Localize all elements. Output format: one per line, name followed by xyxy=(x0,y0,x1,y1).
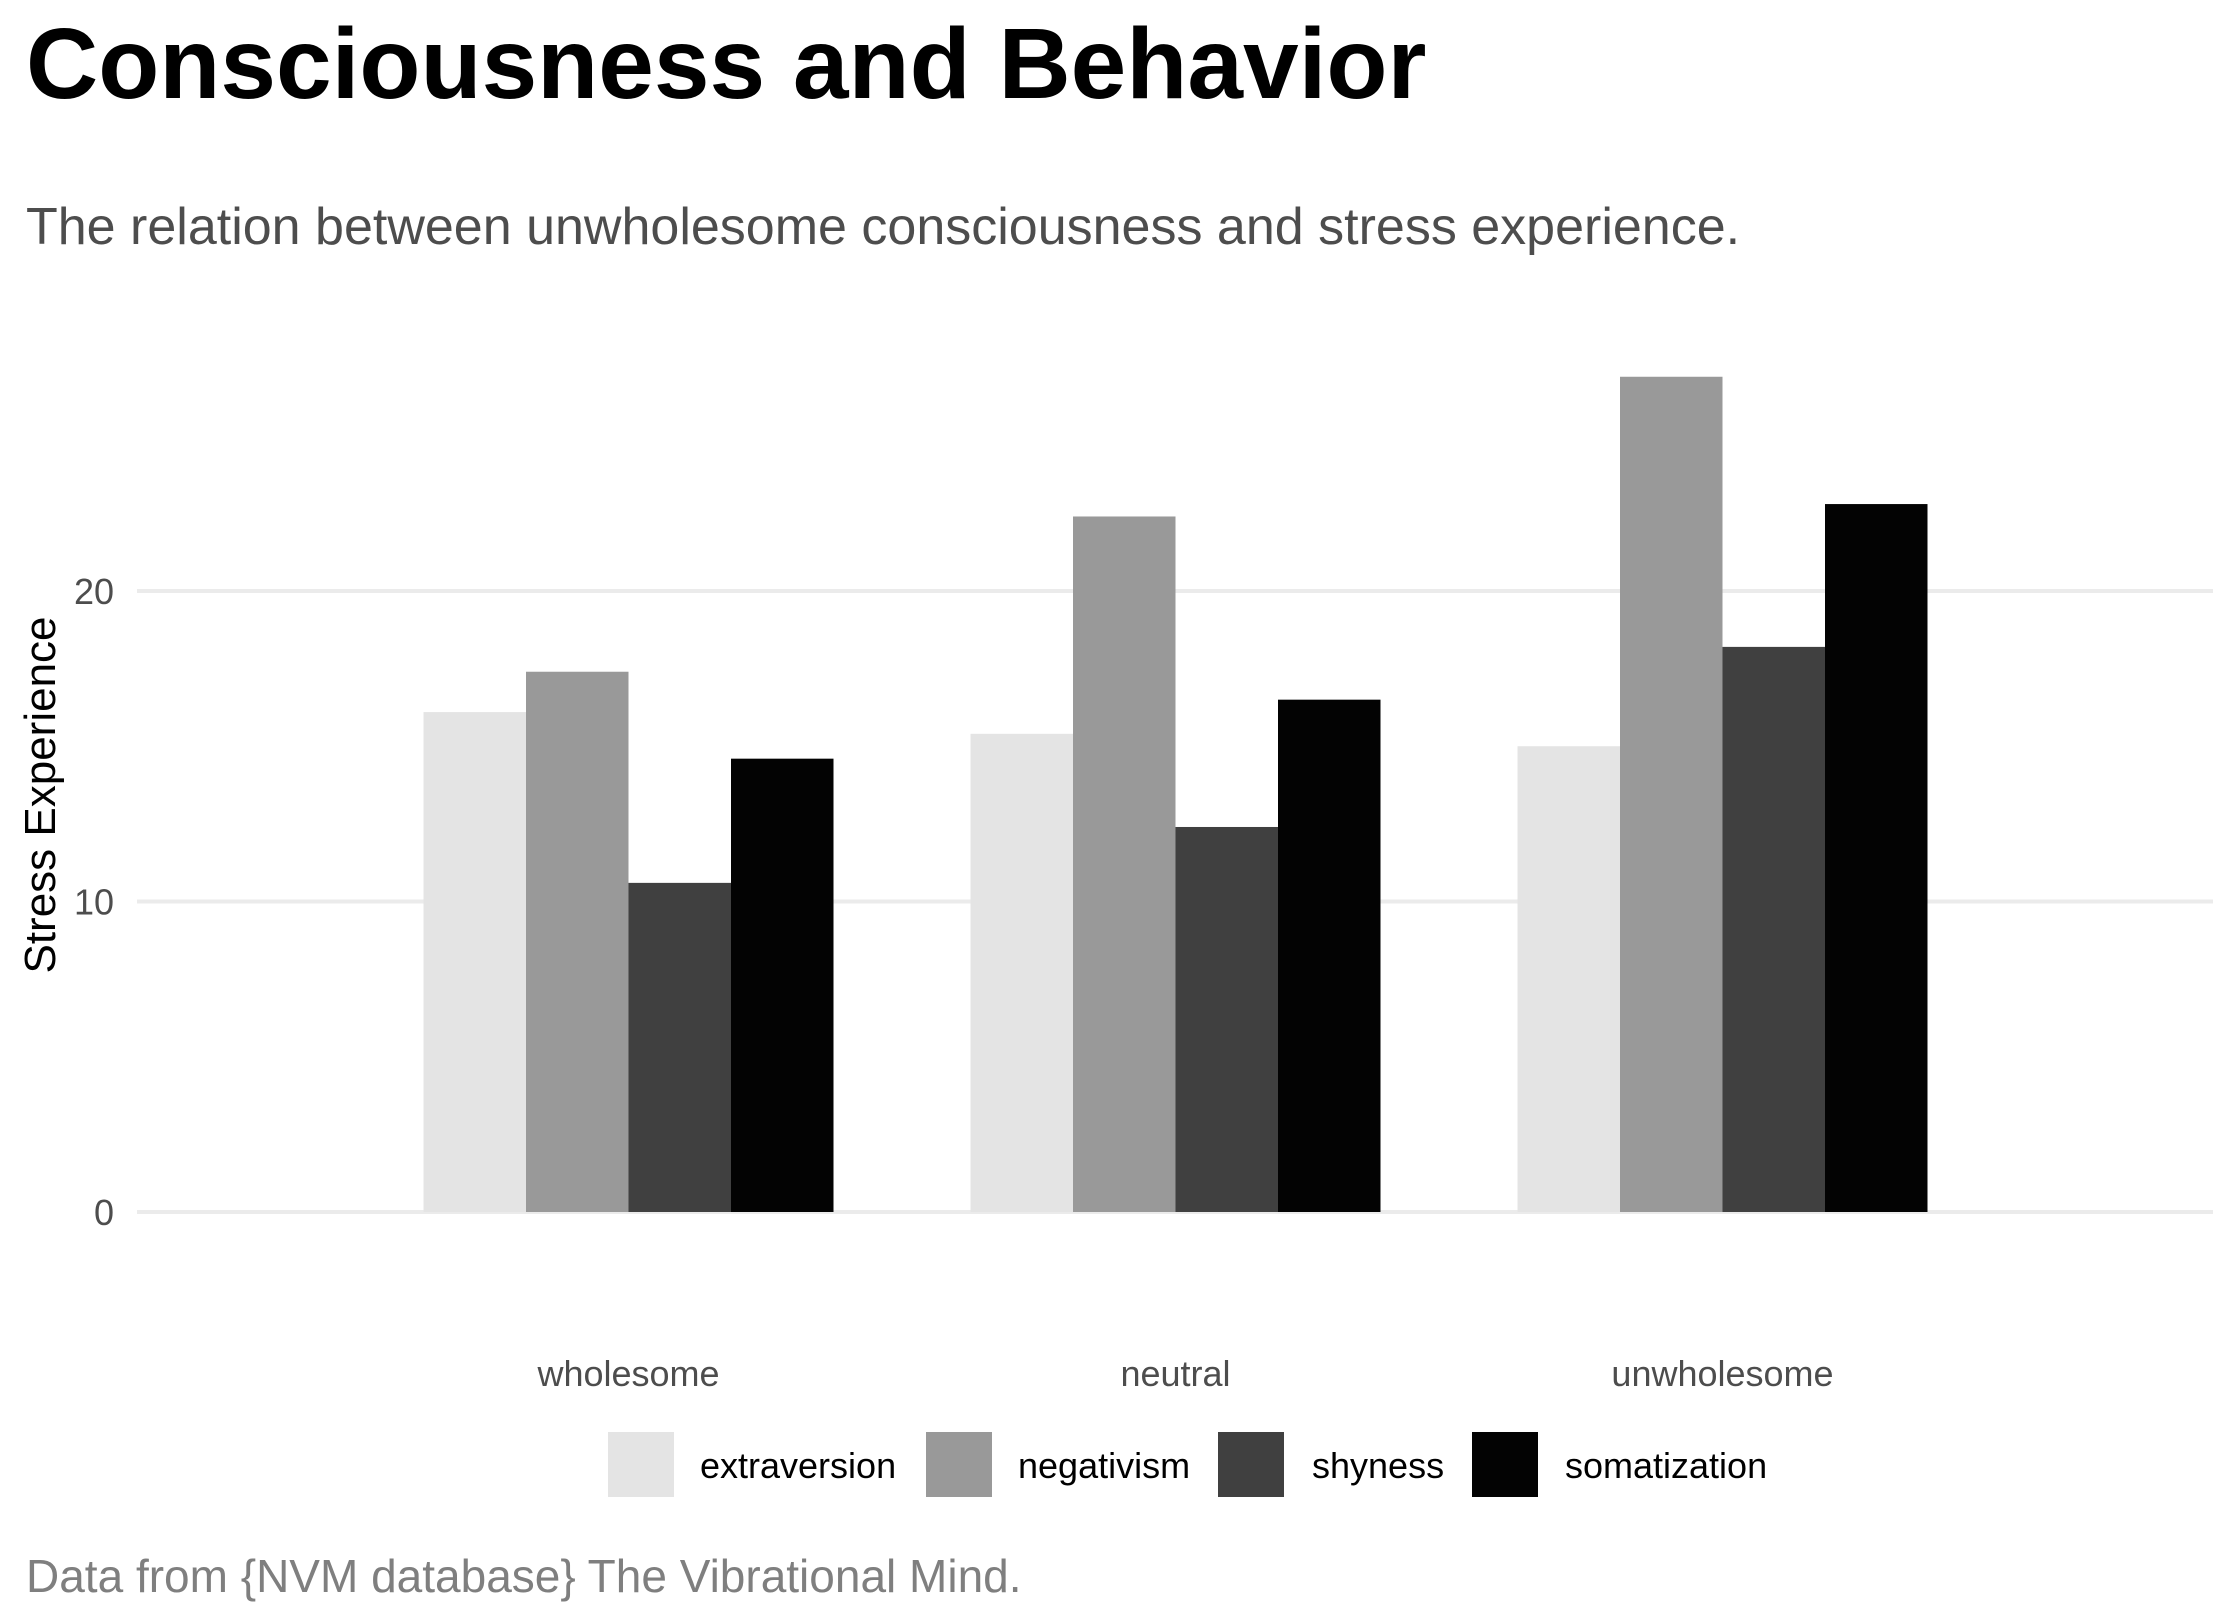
legend-item-negativism: negativism xyxy=(926,1432,1190,1497)
legend-label: somatization xyxy=(1565,1445,1767,1486)
chart-caption: Data from {NVM database} The Vibrational… xyxy=(26,1550,1022,1602)
y-tick-label: 0 xyxy=(94,1192,114,1233)
x-tick-label: unwholesome xyxy=(1611,1353,1833,1394)
legend-label: negativism xyxy=(1018,1445,1190,1486)
legend-key-somatization xyxy=(1472,1432,1538,1497)
legend-label: extraversion xyxy=(700,1445,896,1486)
bars xyxy=(423,376,1928,1212)
bar-negativism-wholesome xyxy=(526,671,629,1212)
x-axis-labels: wholesome neutral unwholesome xyxy=(536,1353,1833,1394)
y-axis-title: Stress Experience xyxy=(16,616,65,973)
legend-key-negativism xyxy=(926,1432,992,1497)
legend: extraversion negativism shyness somatizatio… xyxy=(608,1432,1767,1497)
y-tick-label: 20 xyxy=(74,571,114,612)
bar-extraversion-neutral xyxy=(970,733,1073,1212)
x-tick-label: wholesome xyxy=(536,1353,719,1394)
bar-shyness-unwholesome xyxy=(1722,646,1825,1212)
bar-somatization-neutral xyxy=(1278,699,1381,1212)
legend-item-somatization: somatization xyxy=(1472,1432,1767,1497)
x-tick-label: neutral xyxy=(1120,1353,1230,1394)
bar-shyness-wholesome xyxy=(628,882,731,1212)
bar-shyness-neutral xyxy=(1175,826,1278,1212)
chart-subtitle: The relation between unwholesome conscio… xyxy=(26,198,1740,256)
chart-title: Consciousness and Behavior xyxy=(26,8,1426,120)
bar-extraversion-wholesome xyxy=(423,712,526,1212)
legend-key-shyness xyxy=(1218,1432,1284,1497)
bar-extraversion-unwholesome xyxy=(1517,746,1620,1212)
legend-key-extraversion xyxy=(608,1432,674,1497)
legend-item-extraversion: extraversion xyxy=(608,1432,896,1497)
bar-somatization-wholesome xyxy=(731,758,834,1212)
y-tick-label: 10 xyxy=(74,882,114,923)
legend-label: shyness xyxy=(1312,1445,1444,1486)
bar-negativism-unwholesome xyxy=(1620,376,1723,1212)
bar-negativism-neutral xyxy=(1073,516,1176,1212)
bar-somatization-unwholesome xyxy=(1825,504,1928,1212)
legend-item-shyness: shyness xyxy=(1218,1432,1444,1497)
y-axis-ticks: 0 10 20 xyxy=(74,571,114,1233)
